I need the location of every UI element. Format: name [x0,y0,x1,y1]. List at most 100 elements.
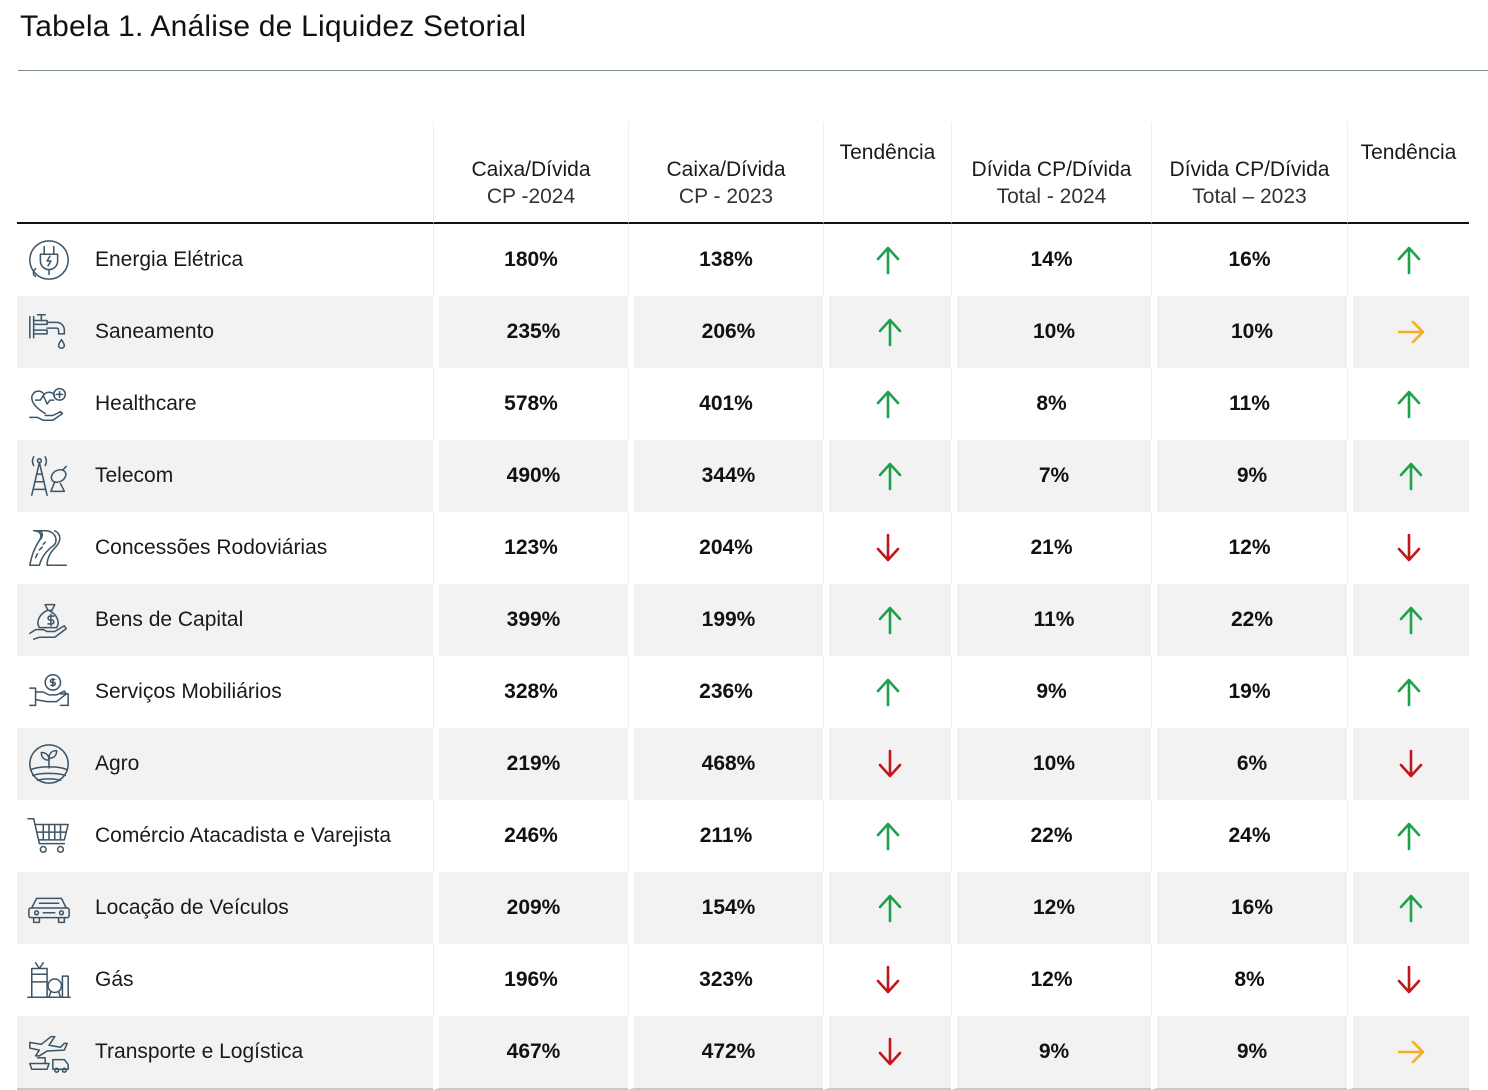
header-divida-2023-line1: Dívida CP/Dívida [1169,158,1330,181]
title-divider [18,70,1488,71]
divida-2023-cell: 19% [1151,656,1347,728]
sector-name: Energia Elétrica [95,248,244,271]
sector-name: Serviços Mobiliários [95,680,282,703]
divida-2024-cell: 7% [951,440,1151,512]
sector-cell: Energia Elétrica [17,224,433,296]
sector-cell: Gás [17,944,433,1016]
gas-plant-icon [24,955,74,1005]
road-icon [24,523,74,573]
divida-2024-cell: 22% [951,800,1151,872]
trend-1-down-arrow-icon [823,728,951,800]
caixa-2023-cell: 401% [628,368,823,440]
trend-2-up-arrow-icon [1347,656,1469,728]
header-caixa-2023-line1: Caixa/Dívida [666,158,786,181]
trend-1-up-arrow-icon [823,368,951,440]
divida-2024-cell: 12% [951,944,1151,1016]
sector-name: Bens de Capital [95,608,244,631]
sector-name: Telecom [95,464,174,487]
caixa-2023-cell: 154% [628,872,823,944]
trend-1-up-arrow-icon [823,800,951,872]
caixa-2024-cell: 123% [433,512,628,584]
sector-name: Healthcare [95,392,197,415]
header-caixa-2024: Caixa/Dívida CP -2024 [433,122,628,224]
caixa-2024-cell: 399% [433,584,628,656]
car-icon [24,883,74,933]
table-row: Gás 196% 323% 12% 8% [17,944,1469,1016]
trend-2-up-arrow-icon [1347,872,1469,944]
caixa-2024-cell: 328% [433,656,628,728]
caixa-2023-cell: 323% [628,944,823,1016]
coin-hand-icon [24,667,74,717]
divida-2024-cell: 8% [951,368,1151,440]
divida-2023-cell: 9% [1151,440,1347,512]
table-header-row: Caixa/Dívida CP -2024 Caixa/Dívida CP - … [17,122,1469,224]
sprout-field-icon [24,739,74,789]
caixa-2023-cell: 211% [628,800,823,872]
table-row: Bens de Capital 399% 199% 11% 22% [17,584,1469,656]
table-row: Concessões Rodoviárias 123% 204% 21% 12% [17,512,1469,584]
header-caixa-2023-line2: CP - 2023 [678,185,774,208]
logistics-icon [24,1027,74,1077]
caixa-2024-cell: 246% [433,800,628,872]
divida-2023-cell: 12% [1151,512,1347,584]
antenna-icon [24,451,74,501]
caixa-2024-cell: 578% [433,368,628,440]
page-title: Tabela 1. Análise de Liquidez Setorial [20,10,527,43]
sector-name: Concessões Rodoviárias [95,536,328,559]
divida-2023-cell: 22% [1151,584,1347,656]
table-row: Healthcare 578% 401% 8% 11% [17,368,1469,440]
header-divida-2023: Dívida CP/Dívida Total – 2023 [1151,122,1347,224]
divida-2024-cell: 10% [951,728,1151,800]
plug-icon [24,235,74,285]
table-row: Transporte e Logística 467% 472% 9% 9% [17,1016,1469,1090]
money-bag-hand-icon [24,595,74,645]
divida-2024-cell: 11% [951,584,1151,656]
caixa-2024-cell: 235% [433,296,628,368]
sector-cell: Comércio Atacadista e Varejista [17,800,433,872]
divida-2024-cell: 9% [951,1016,1151,1090]
trend-2-down-arrow-icon [1347,944,1469,1016]
table-row: Energia Elétrica 180% 138% 14% 16% [17,224,1469,296]
caixa-2023-cell: 138% [628,224,823,296]
header-caixa-2024-line1: Caixa/Dívida [471,158,591,181]
shopping-cart-icon [24,811,74,861]
caixa-2024-cell: 180% [433,224,628,296]
sector-name: Saneamento [95,320,215,343]
sector-cell: Serviços Mobiliários [17,656,433,728]
sector-cell: Saneamento [17,296,433,368]
sector-cell: Locação de Veículos [17,872,433,944]
sector-name: Agro [95,752,140,775]
header-divida-2023-line2: Total – 2023 [1192,185,1307,208]
trend-2-flat-arrow-icon [1347,296,1469,368]
trend-1-up-arrow-icon [823,872,951,944]
health-hand-icon [24,379,74,429]
caixa-2023-cell: 472% [628,1016,823,1090]
divida-2024-cell: 21% [951,512,1151,584]
trend-1-up-arrow-icon [823,224,951,296]
caixa-2023-cell: 204% [628,512,823,584]
header-tendencia-1: Tendência [823,122,951,224]
divida-2023-cell: 8% [1151,944,1347,1016]
header-divida-2024-line2: Total - 2024 [996,185,1107,208]
header-divida-2024-line1: Dívida CP/Dívida [971,158,1132,181]
sector-name: Comércio Atacadista e Varejista [95,824,392,847]
caixa-2024-cell: 196% [433,944,628,1016]
trend-2-up-arrow-icon [1347,440,1469,512]
divida-2023-cell: 10% [1151,296,1347,368]
header-caixa-2023: Caixa/Dívida CP - 2023 [628,122,823,224]
caixa-2023-cell: 206% [628,296,823,368]
divida-2023-cell: 6% [1151,728,1347,800]
header-caixa-2024-line2: CP -2024 [486,185,576,208]
table-row: Serviços Mobiliários 328% 236% 9% 19% [17,656,1469,728]
trend-2-up-arrow-icon [1347,584,1469,656]
caixa-2024-cell: 219% [433,728,628,800]
sector-cell: Bens de Capital [17,584,433,656]
trend-2-down-arrow-icon [1347,728,1469,800]
table-row: Saneamento 235% 206% 10% 10% [17,296,1469,368]
caixa-2024-cell: 490% [433,440,628,512]
caixa-2024-cell: 467% [433,1016,628,1090]
trend-1-up-arrow-icon [823,440,951,512]
sector-name: Gás [95,968,134,991]
trend-2-down-arrow-icon [1347,512,1469,584]
trend-2-up-arrow-icon [1347,224,1469,296]
